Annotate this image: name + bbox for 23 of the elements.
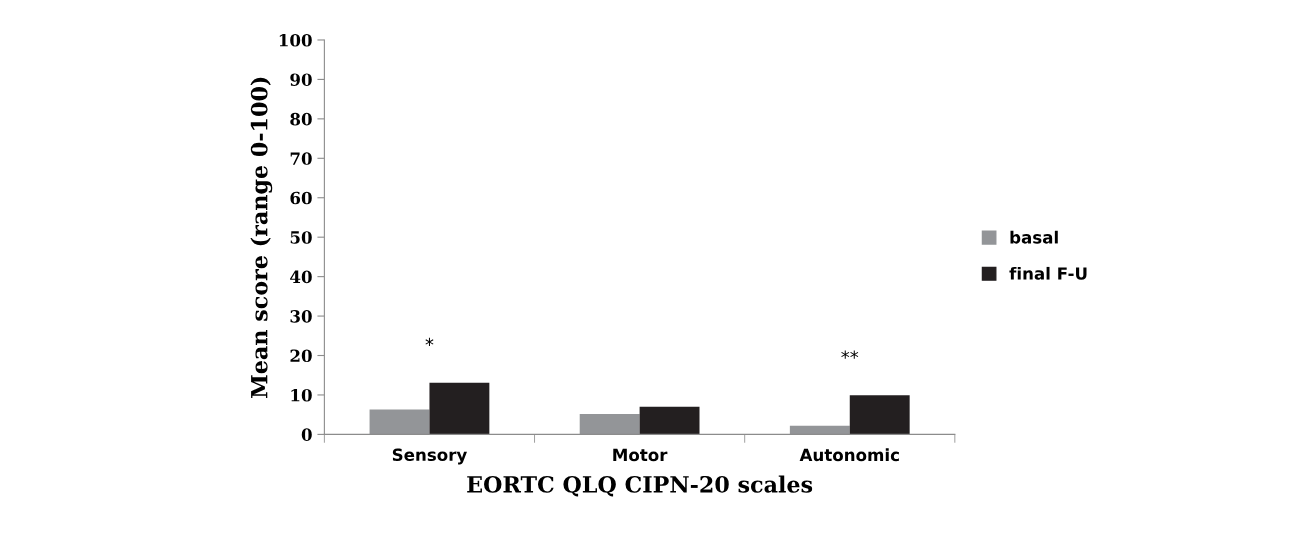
x-tick-label: Autonomic [799, 448, 899, 462]
x-tick-label: Sensory [392, 448, 467, 465]
legend-label: final F-U [1009, 266, 1087, 280]
y-tick-label: 0 [301, 428, 312, 441]
y-tick-label: 90 [290, 73, 312, 86]
y-tick-label: 50 [290, 231, 312, 244]
y-tick-label: 70 [290, 152, 312, 165]
y-tick-label: 40 [290, 270, 312, 284]
y-tick-label: 80 [290, 112, 312, 126]
y-tick-label: 60 [290, 191, 312, 205]
legend-label: basal [1010, 230, 1058, 244]
y-tick-label: 100 [279, 33, 312, 47]
y-tick-label: 10 [291, 388, 312, 402]
annotation: * [425, 337, 434, 347]
annotation: ** [841, 350, 859, 359]
bar [639, 406, 700, 435]
x-axis-title: EORTC QLQ CIPN-20 scales [467, 475, 813, 497]
x-tick-label: Motor [613, 448, 668, 462]
y-axis-title: Mean score (range 0-100) [250, 77, 273, 398]
bar [849, 395, 910, 435]
bar [429, 382, 490, 435]
y-tick-label: 20 [290, 349, 312, 363]
y-tick-label: 30 [290, 310, 312, 323]
